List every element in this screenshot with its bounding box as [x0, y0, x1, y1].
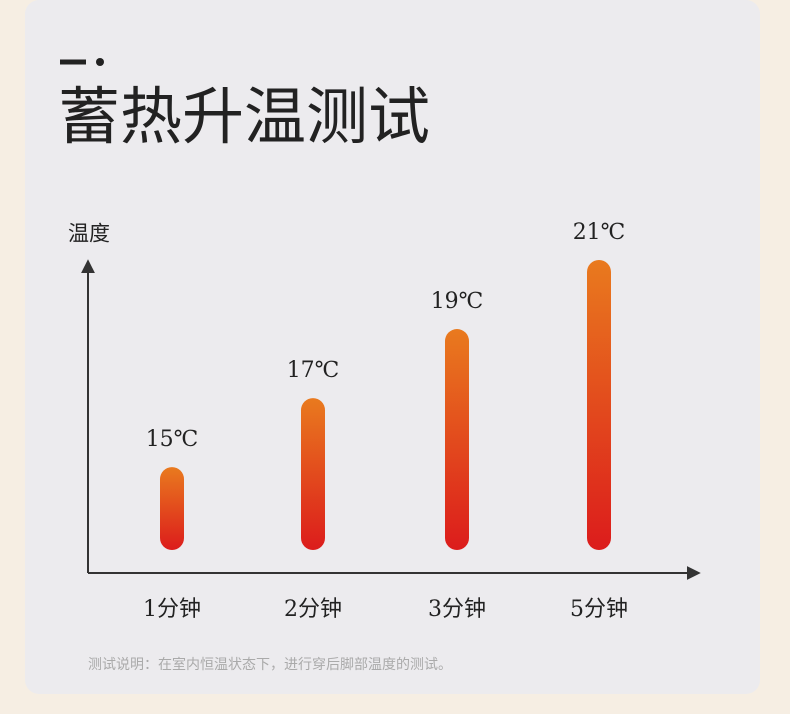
card — [25, 0, 760, 694]
value-label: 19℃ — [431, 289, 484, 314]
chart-title: 蓄热升温测试 — [58, 80, 430, 153]
bar — [445, 329, 469, 550]
x-tick-label: 5分钟 — [570, 597, 628, 622]
value-label: 21℃ — [573, 220, 626, 245]
x-tick-label: 3分钟 — [428, 597, 486, 622]
value-label: 17℃ — [287, 358, 340, 383]
y-axis-label: 温度 — [68, 222, 110, 246]
bar — [160, 467, 184, 550]
bar — [587, 260, 611, 550]
title-decoration — [96, 58, 104, 66]
bar — [301, 398, 325, 550]
footnote: 测试说明：在室内恒温状态下，进行穿后脚部温度的测试。 — [88, 656, 452, 673]
x-tick-label: 1分钟 — [143, 597, 201, 622]
x-tick-label: 2分钟 — [284, 597, 342, 622]
value-label: 15℃ — [146, 427, 199, 452]
